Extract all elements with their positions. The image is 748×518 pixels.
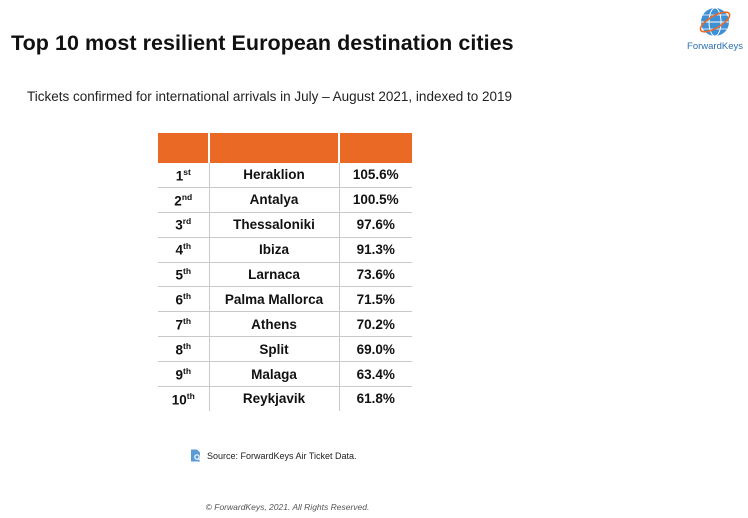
value-cell: 69.0% xyxy=(338,336,412,363)
page-subtitle: Tickets confirmed for international arri… xyxy=(27,89,513,104)
table-row: 2nd Antalya 100.5% xyxy=(158,187,412,213)
page-title: Top 10 most resilient European destinati… xyxy=(11,31,514,55)
copyright-footer: © ForwardKeys, 2021. All Rights Reserved… xyxy=(205,502,370,512)
city-cell: Thessaloniki xyxy=(208,212,339,238)
rank-suffix: th xyxy=(182,266,192,277)
rank-cell: 4th xyxy=(158,237,209,263)
value-cell: 70.2% xyxy=(338,311,412,338)
rank-cell: 6th xyxy=(158,286,209,313)
table-row: 6th Palma Mallorca 71.5% xyxy=(158,286,412,313)
rank-number: 1 xyxy=(175,168,184,184)
value-cell: 71.5% xyxy=(338,286,412,313)
rank-suffix: st xyxy=(183,166,191,177)
table-header-row xyxy=(158,133,412,163)
city-cell: Malaga xyxy=(208,361,339,388)
city-cell: Palma Mallorca xyxy=(208,286,339,313)
rank-number: 8 xyxy=(175,342,183,358)
value-cell: 100.5% xyxy=(338,187,412,213)
rank-suffix: th xyxy=(182,316,192,327)
rank-number: 9 xyxy=(175,367,183,383)
logo-text: ForwardKeys xyxy=(687,41,743,52)
city-cell: Split xyxy=(208,336,339,363)
rank-suffix: th xyxy=(182,241,192,252)
forwardkeys-logo: ForwardKeys xyxy=(686,5,744,57)
rank-suffix: th xyxy=(186,390,195,401)
table-row: 4th Ibiza 91.3% xyxy=(158,237,412,263)
value-cell: 105.6% xyxy=(338,163,412,188)
rank-number: 3 xyxy=(175,217,183,233)
rank-number: 7 xyxy=(175,317,183,333)
rank-cell: 5th xyxy=(158,262,209,288)
rank-suffix: rd xyxy=(182,216,192,227)
rank-cell: 8th xyxy=(158,336,209,363)
value-cell: 91.3% xyxy=(338,237,412,263)
rank-number: 5 xyxy=(175,267,183,283)
header-rank xyxy=(158,133,209,163)
globe-icon xyxy=(699,7,731,37)
table-row: 5th Larnaca 73.6% xyxy=(158,262,412,288)
value-cell: 97.6% xyxy=(338,212,412,238)
value-cell: 73.6% xyxy=(338,262,412,288)
header-value xyxy=(338,133,412,163)
rank-number: 2 xyxy=(174,193,182,209)
rank-number: 6 xyxy=(175,292,183,308)
table-row: 1st Heraklion 105.6% xyxy=(158,163,412,188)
source-note: Source: ForwardKeys Air Ticket Data. xyxy=(190,449,357,462)
city-cell: Ibiza xyxy=(208,237,339,263)
document-search-icon xyxy=(191,449,201,462)
rank-suffix: th xyxy=(182,291,192,302)
table-row: 7th Athens 70.2% xyxy=(158,311,412,338)
table-row: 9th Malaga 63.4% xyxy=(158,361,412,388)
city-cell: Antalya xyxy=(208,187,339,213)
rank-cell: 10th xyxy=(158,387,209,411)
city-cell: Athens xyxy=(208,311,339,338)
table-row: 10th Reykjavik 61.8% xyxy=(158,386,412,411)
value-cell: 63.4% xyxy=(338,361,412,388)
rank-cell: 3rd xyxy=(158,212,209,238)
city-cell: Reykjavik xyxy=(208,386,339,411)
table-row: 8th Split 69.0% xyxy=(158,336,412,363)
rank-cell: 1st xyxy=(158,163,209,188)
rank-number: 10 xyxy=(171,392,187,408)
city-cell: Larnaca xyxy=(208,262,339,288)
header-city xyxy=(208,133,339,163)
rank-suffix: nd xyxy=(181,191,193,202)
rank-cell: 9th xyxy=(158,361,209,388)
rank-cell: 2nd xyxy=(158,187,209,213)
table-row: 3rd Thessaloniki 97.6% xyxy=(158,212,412,238)
rank-suffix: th xyxy=(182,365,192,376)
city-cell: Heraklion xyxy=(208,163,339,188)
source-text: Source: ForwardKeys Air Ticket Data. xyxy=(207,451,357,461)
rank-number: 4 xyxy=(175,242,183,258)
rank-cell: 7th xyxy=(158,311,209,338)
ranking-table: 1st Heraklion 105.6% 2nd Antalya 100.5% 3rd The… xyxy=(158,133,412,411)
value-cell: 61.8% xyxy=(338,386,412,411)
rank-suffix: th xyxy=(182,340,192,351)
